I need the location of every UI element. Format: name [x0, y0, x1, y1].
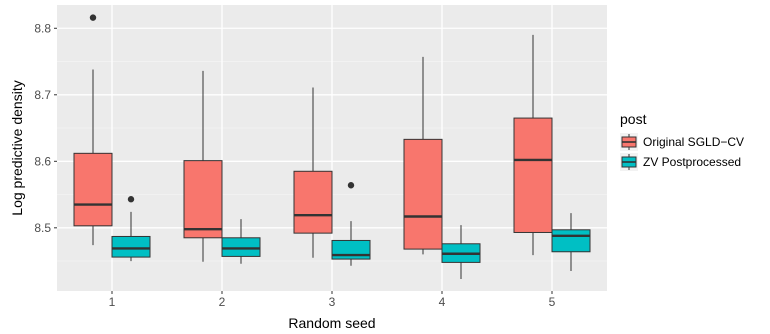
x-tick-label: 2 — [219, 295, 226, 309]
box-body — [551, 229, 591, 253]
box-zv-seed-2 — [221, 219, 261, 264]
outlier-point — [127, 196, 135, 203]
box-body — [513, 117, 553, 233]
x-tick-label: 5 — [549, 295, 556, 309]
box-body — [403, 138, 443, 250]
box-zv-seed-4 — [441, 225, 481, 280]
box-body — [293, 170, 333, 234]
box-body — [73, 152, 113, 227]
x-tick-label: 3 — [329, 295, 336, 309]
legend-label: ZV Postprocessed — [643, 155, 741, 169]
outlier-point — [89, 14, 97, 21]
y-tick-label: 8.7 — [34, 88, 51, 102]
legend-item-original: Original SGLD−CV — [620, 133, 744, 151]
box-original-seed-3 — [293, 87, 333, 258]
legend: post Original SGLD−CV ZV Postprocessed — [620, 111, 744, 171]
box-zv-seed-3 — [331, 182, 371, 266]
y-axis-title: Log predictive density — [9, 80, 25, 215]
y-tick-label: 8.8 — [34, 21, 51, 35]
box-zv-seed-5 — [551, 213, 591, 272]
box-original-seed-1 — [73, 14, 113, 246]
box-original-seed-4 — [403, 56, 443, 255]
axis-ticks — [54, 27, 553, 294]
legend-item-zv: ZV Postprocessed — [620, 153, 741, 171]
outlier-point — [347, 182, 355, 189]
x-tick-label: 4 — [439, 295, 446, 309]
box-body — [111, 235, 151, 258]
x-axis-title: Random seed — [288, 315, 375, 331]
boxes — [73, 14, 591, 280]
x-tick-label: 1 — [109, 295, 116, 309]
legend-title: post — [620, 111, 647, 127]
box-zv-seed-1 — [111, 196, 151, 262]
box-body — [221, 237, 261, 257]
legend-label: Original SGLD−CV — [643, 135, 744, 149]
box-original-seed-5 — [513, 34, 553, 256]
box-body — [183, 160, 223, 239]
y-tick-label: 8.6 — [34, 154, 51, 168]
y-tick-label: 8.5 — [34, 221, 51, 235]
axis-tick-labels: 8.5 8.6 8.7 8.8 1 2 3 4 5 — [34, 21, 555, 309]
box-original-seed-2 — [183, 70, 223, 262]
